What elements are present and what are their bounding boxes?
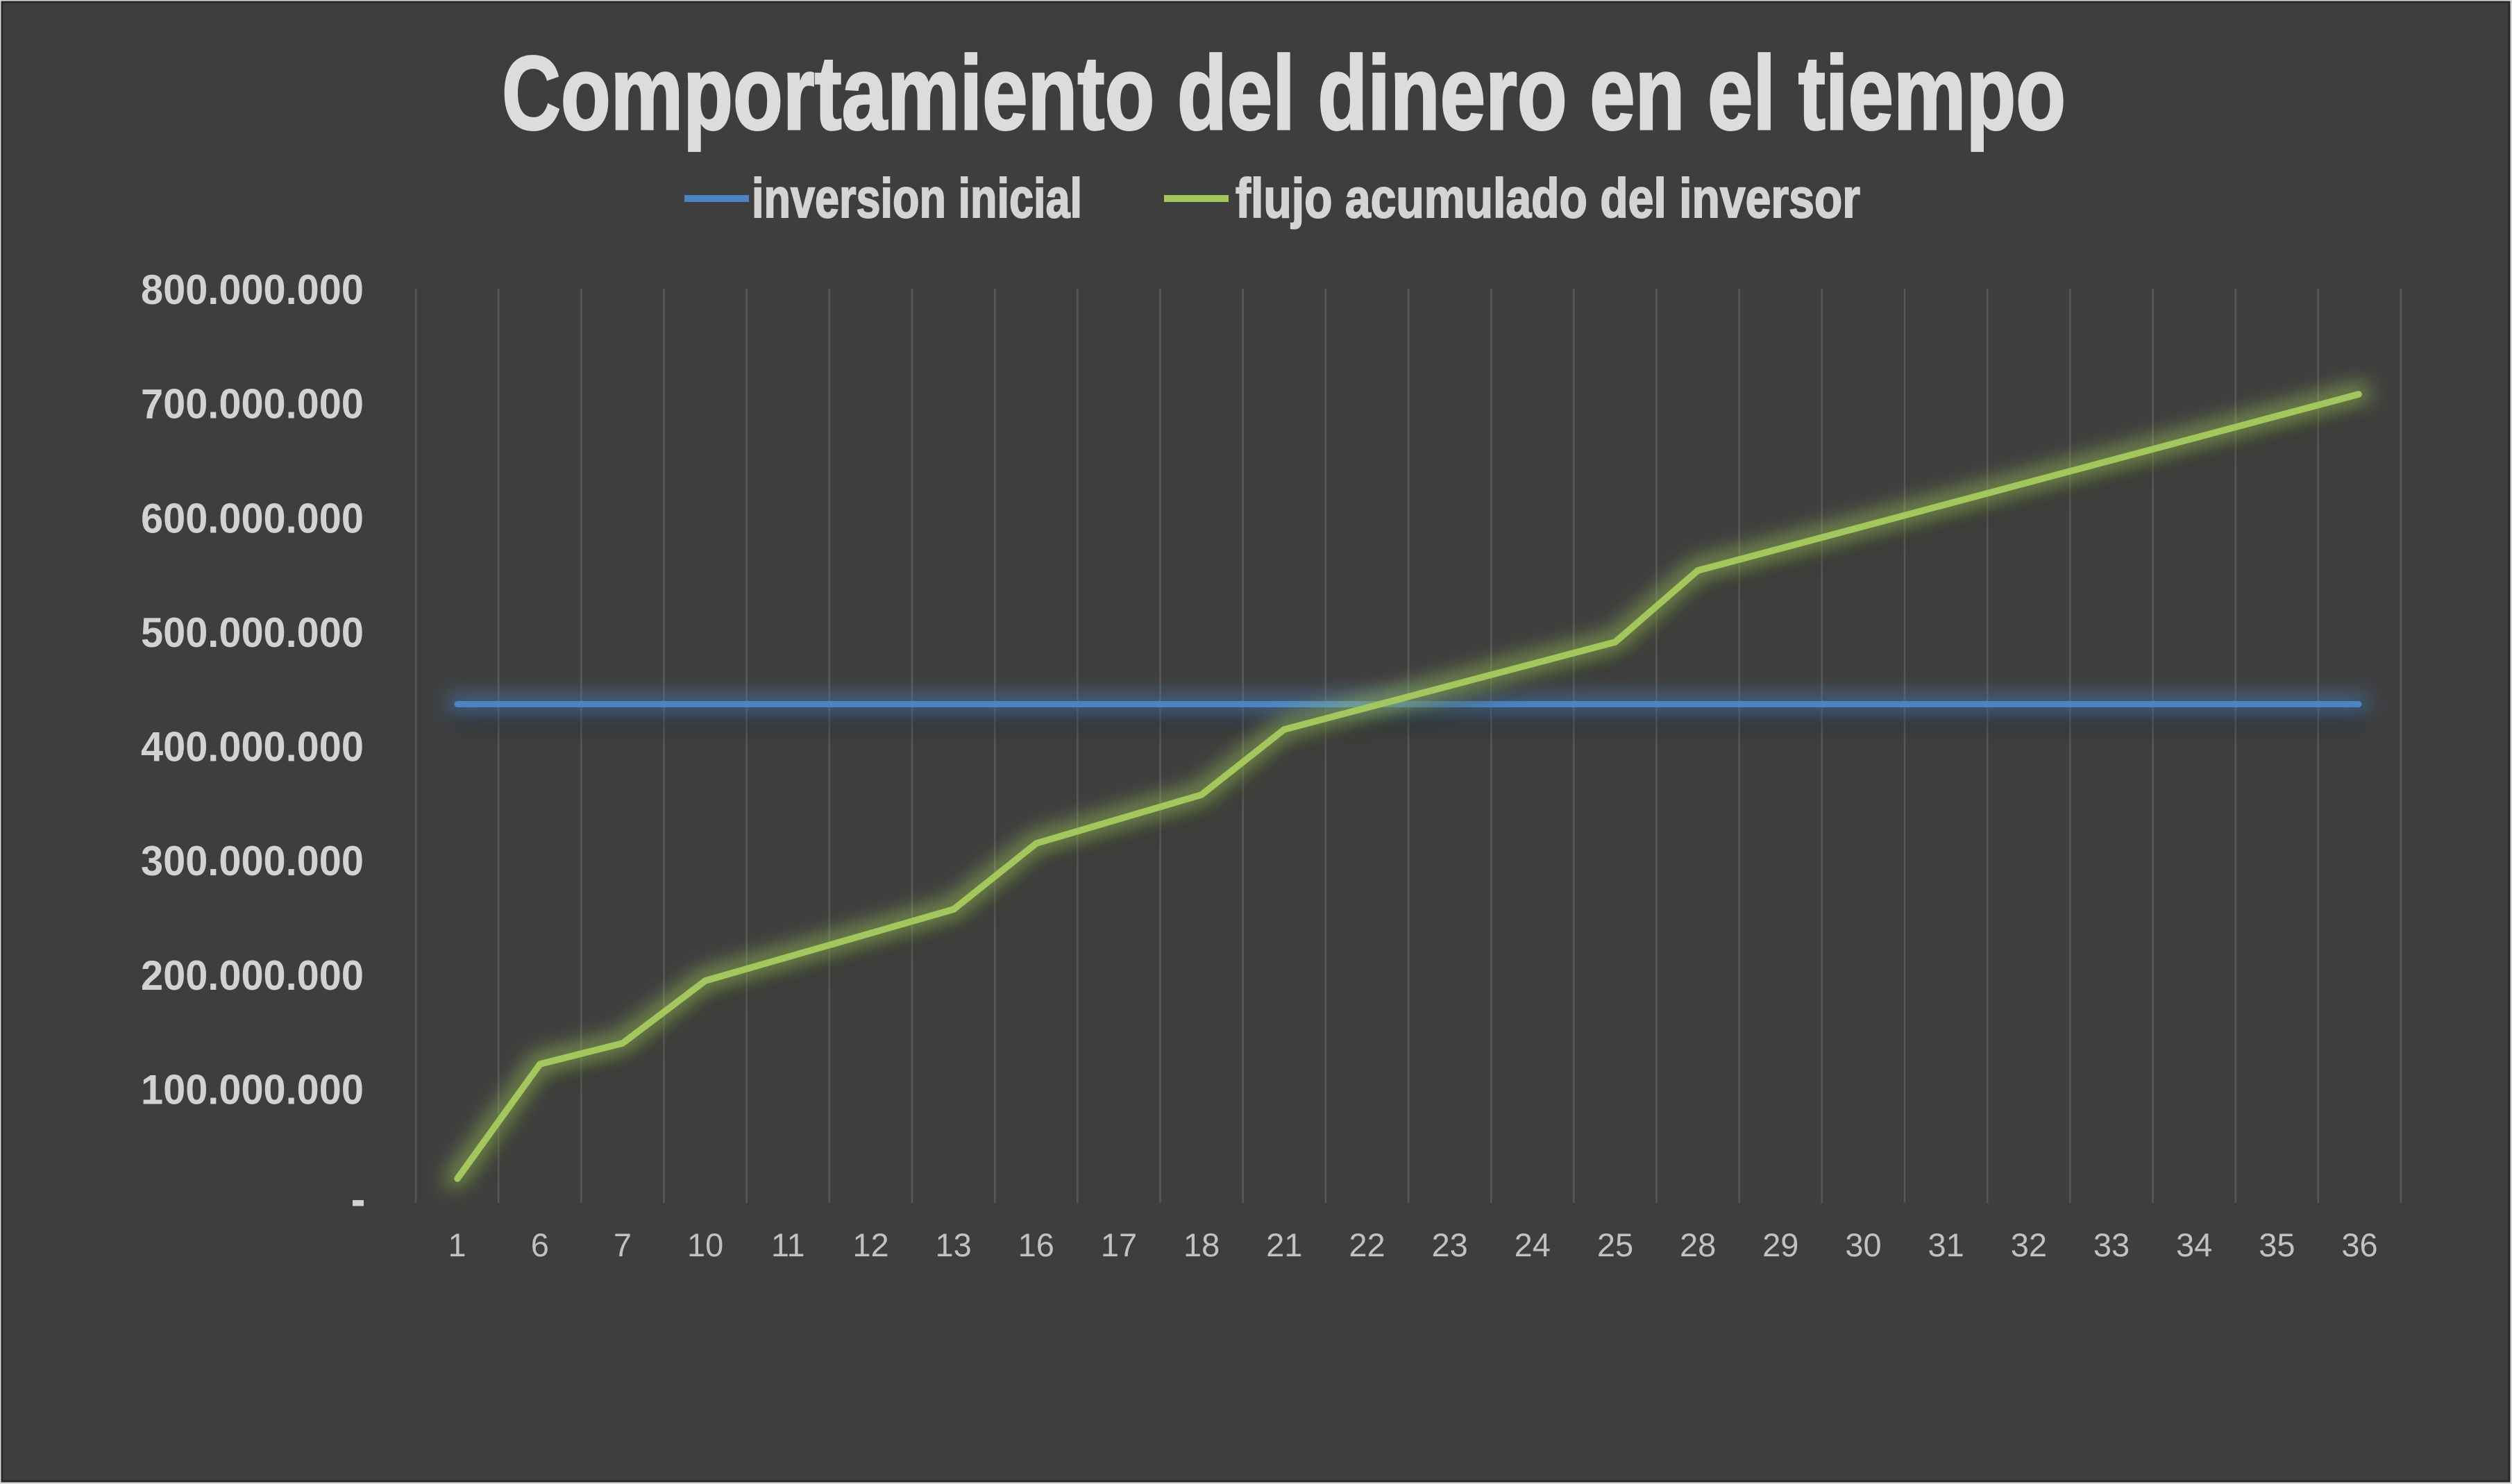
svg-text:1: 1 xyxy=(448,1226,466,1263)
svg-text:18: 18 xyxy=(1183,1226,1220,1263)
svg-text:36: 36 xyxy=(2341,1226,2377,1263)
svg-text:6: 6 xyxy=(531,1226,549,1263)
svg-text:28: 28 xyxy=(1680,1226,1716,1263)
svg-text:Comportamiento del dinero en e: Comportamiento del dinero en el tiempo xyxy=(502,34,2066,151)
svg-text:31: 31 xyxy=(1928,1226,1964,1263)
svg-text:11: 11 xyxy=(771,1226,805,1263)
svg-text:32: 32 xyxy=(2011,1226,2047,1263)
svg-text:200.000.000: 200.000.000 xyxy=(141,952,364,999)
svg-text:inversion inicial: inversion inicial xyxy=(752,167,1082,229)
svg-text:500.000.000: 500.000.000 xyxy=(141,609,364,656)
svg-text:10: 10 xyxy=(687,1226,723,1263)
svg-text:300.000.000: 300.000.000 xyxy=(141,838,364,884)
svg-text:35: 35 xyxy=(2259,1226,2295,1263)
svg-text:21: 21 xyxy=(1266,1226,1302,1263)
svg-text:100.000.000: 100.000.000 xyxy=(141,1066,364,1113)
svg-text:30: 30 xyxy=(1845,1226,1881,1263)
svg-text:800.000.000: 800.000.000 xyxy=(141,267,364,313)
svg-text:23: 23 xyxy=(1432,1226,1468,1263)
svg-text:34: 34 xyxy=(2176,1226,2212,1263)
svg-text:400.000.000: 400.000.000 xyxy=(141,724,364,770)
svg-text:13: 13 xyxy=(935,1226,971,1263)
svg-text:25: 25 xyxy=(1597,1226,1633,1263)
svg-text:flujo acumulado del inversor: flujo acumulado del inversor xyxy=(1236,167,1860,229)
svg-text:16: 16 xyxy=(1018,1226,1054,1263)
svg-text:700.000.000: 700.000.000 xyxy=(141,381,364,428)
svg-text:24: 24 xyxy=(1515,1226,1551,1263)
svg-text:22: 22 xyxy=(1349,1226,1385,1263)
svg-text:17: 17 xyxy=(1101,1226,1137,1263)
svg-text:33: 33 xyxy=(2093,1226,2130,1263)
svg-text:600.000.000: 600.000.000 xyxy=(141,495,364,541)
svg-text:29: 29 xyxy=(1762,1226,1798,1263)
svg-text:7: 7 xyxy=(614,1226,632,1263)
svg-text:12: 12 xyxy=(852,1226,888,1263)
